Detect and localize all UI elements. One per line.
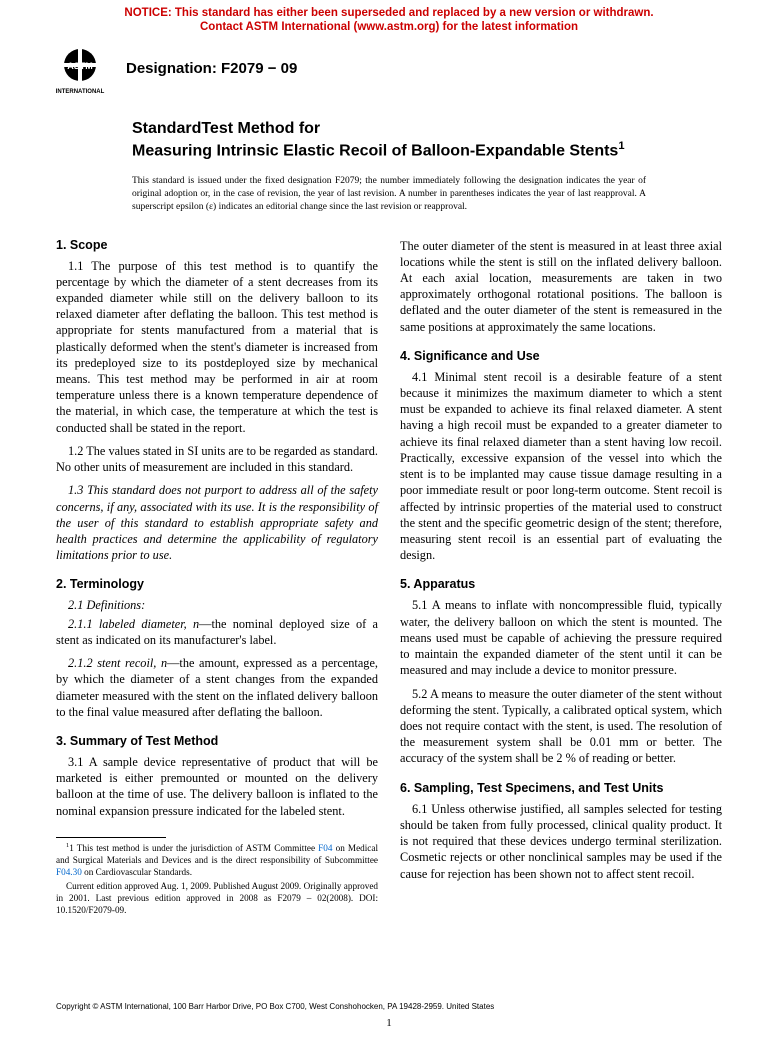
para-5-2: 5.2 A means to measure the outer diamete…: [400, 686, 722, 767]
para-3-1: 3.1 A sample device representative of pr…: [56, 754, 378, 819]
astm-logo: ASTM INTERNATIONAL: [52, 41, 108, 97]
right-column: The outer diameter of the stent is measu…: [400, 238, 722, 919]
para-4-1: 4.1 Minimal stent recoil is a desirable …: [400, 369, 722, 564]
body-columns: 1. Scope 1.1 The purpose of this test me…: [0, 214, 778, 919]
page-number: 1: [0, 1017, 778, 1029]
designation-label: Designation: F2079 − 09: [126, 60, 297, 77]
para-1-1: 1.1 The purpose of this test method is t…: [56, 258, 378, 436]
link-f04[interactable]: F04: [318, 843, 332, 853]
para-3-cont: The outer diameter of the stent is measu…: [400, 238, 722, 335]
issue-note: This standard is issued under the fixed …: [132, 175, 646, 213]
left-column: 1. Scope 1.1 The purpose of this test me…: [56, 238, 378, 919]
definitions-label: 2.1 Definitions:: [56, 597, 378, 613]
link-f0430[interactable]: F04.30: [56, 867, 82, 877]
title-block: StandardTest Method for Measuring Intrin…: [132, 119, 692, 161]
svg-text:INTERNATIONAL: INTERNATIONAL: [56, 89, 105, 95]
para-1-3: 1.3 This standard does not purport to ad…: [56, 482, 378, 563]
def-2-1-2: 2.1.2 stent recoil, n—the amount, expres…: [56, 655, 378, 720]
copyright-line: Copyright © ASTM International, 100 Barr…: [56, 1002, 494, 1011]
notice-line-1: NOTICE: This standard has either been su…: [40, 6, 738, 20]
section-6-head: 6. Sampling, Test Specimens, and Test Un…: [400, 781, 722, 795]
section-3-head: 3. Summary of Test Method: [56, 734, 378, 748]
header-row: ASTM INTERNATIONAL Designation: F2079 − …: [0, 37, 778, 97]
footnote-2: Current edition approved Aug. 1, 2009. P…: [56, 881, 378, 917]
section-4-head: 4. Significance and Use: [400, 349, 722, 363]
title-main: Measuring Intrinsic Elastic Recoil of Ba…: [132, 139, 692, 161]
section-5-head: 5. Apparatus: [400, 577, 722, 591]
title-prefix: StandardTest Method for: [132, 119, 692, 139]
footnote-1: 11 This test method is under the jurisdi…: [56, 842, 378, 879]
def-2-1-1: 2.1.1 labeled diameter, n—the nominal de…: [56, 616, 378, 648]
section-1-head: 1. Scope: [56, 238, 378, 252]
svg-text:ASTM: ASTM: [67, 61, 93, 71]
section-2-head: 2. Terminology: [56, 577, 378, 591]
footnote-separator: [56, 837, 166, 838]
para-5-1: 5.1 A means to inflate with noncompressi…: [400, 597, 722, 678]
notice-banner: NOTICE: This standard has either been su…: [0, 0, 778, 37]
para-1-2: 1.2 The values stated in SI units are to…: [56, 443, 378, 475]
notice-line-2: Contact ASTM International (www.astm.org…: [40, 20, 738, 34]
para-6-1: 6.1 Unless otherwise justified, all samp…: [400, 801, 722, 882]
